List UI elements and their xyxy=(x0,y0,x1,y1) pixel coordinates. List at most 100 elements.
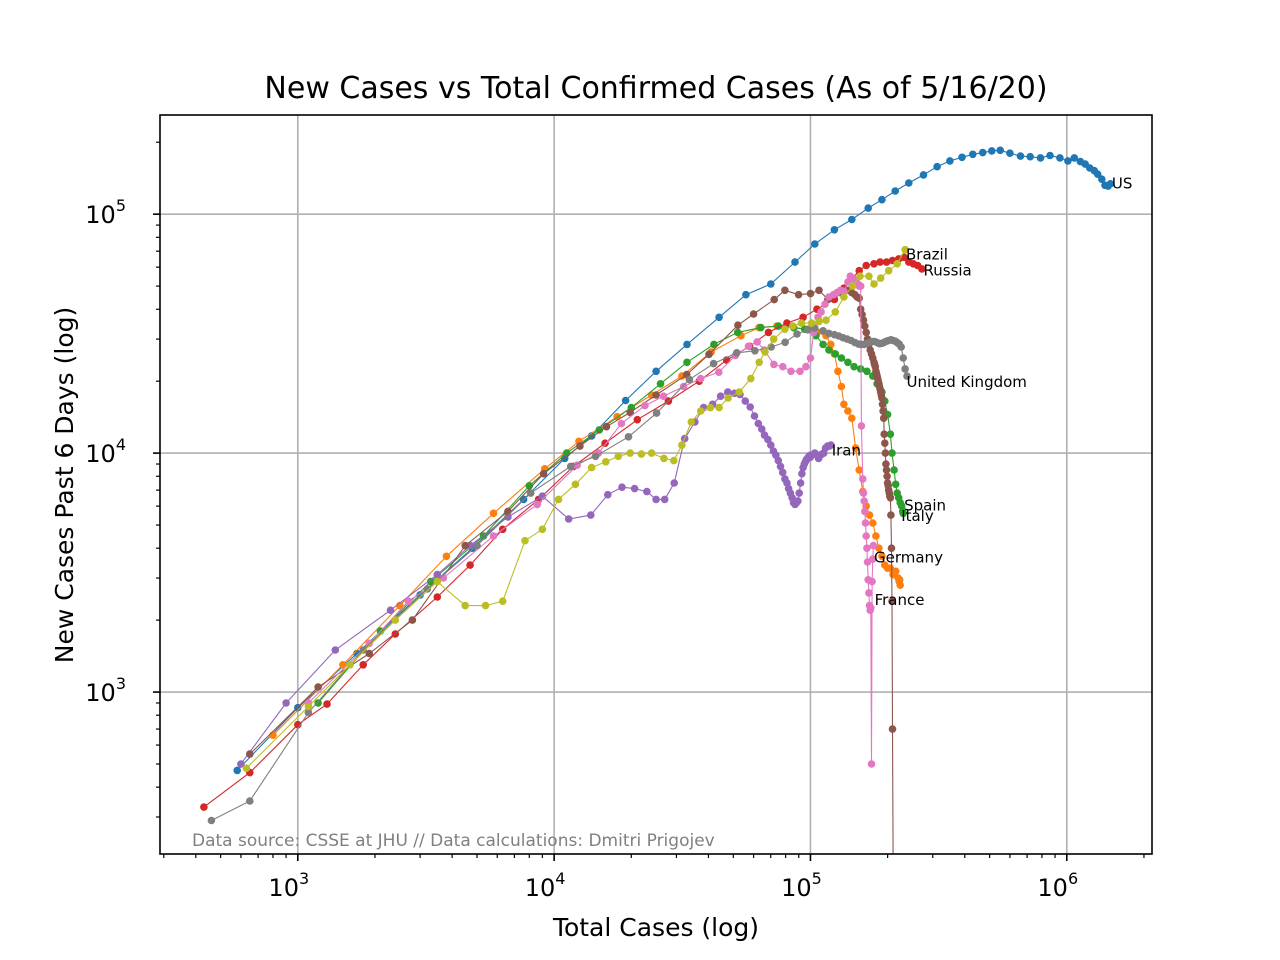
data-point-us xyxy=(958,153,966,162)
series-label: Italy xyxy=(901,507,934,525)
data-point-germany xyxy=(679,382,688,391)
data-point-russia xyxy=(876,258,884,266)
x-tick-label-base: 10 xyxy=(268,874,299,902)
data-point-france xyxy=(887,511,895,519)
data-point-brazil xyxy=(391,616,400,624)
data-point-spain xyxy=(831,350,840,358)
data-point-france xyxy=(734,321,742,330)
data-point-iran xyxy=(724,388,732,396)
data-point-italy xyxy=(896,581,904,589)
y-tick-label: 104 xyxy=(85,435,126,468)
data-point-russia xyxy=(882,258,891,266)
data-point-germany xyxy=(859,475,867,483)
data-point-united-kingdom xyxy=(793,330,801,338)
data-point-spain xyxy=(733,328,742,337)
data-point-france xyxy=(882,466,891,474)
data-point-france xyxy=(886,494,895,502)
data-point-france xyxy=(602,422,611,431)
data-point-germany xyxy=(796,367,804,376)
data-point-us xyxy=(1064,157,1072,165)
series-united-kingdom xyxy=(207,324,911,825)
data-point-russia xyxy=(359,661,368,669)
data-point-us xyxy=(652,367,660,376)
data-point-spain xyxy=(757,323,765,332)
x-tick-label-exponent: 5 xyxy=(812,869,822,888)
data-point-us xyxy=(621,396,630,405)
data-point-germany xyxy=(869,541,878,550)
data-point-united-kingdom xyxy=(751,347,759,355)
data-point-united-kingdom xyxy=(733,349,741,357)
data-point-france xyxy=(626,408,634,417)
data-point-italy xyxy=(442,552,451,561)
data-point-iran xyxy=(746,403,754,411)
data-point-germany xyxy=(489,532,498,540)
data-point-us xyxy=(978,148,987,157)
data-point-france xyxy=(652,391,660,399)
data-point-germany xyxy=(779,362,787,371)
data-point-united-kingdom xyxy=(804,326,812,334)
data-point-brazil xyxy=(755,358,763,367)
data-point-brazil xyxy=(521,536,529,545)
data-point-iran xyxy=(716,392,725,401)
data-point-brazil xyxy=(822,316,830,325)
data-point-france xyxy=(861,322,869,330)
data-point-iran xyxy=(798,469,806,478)
data-point-germany xyxy=(659,392,668,401)
data-point-united-kingdom xyxy=(903,372,911,380)
x-tick-label: 103 xyxy=(268,869,309,902)
data-point-germany xyxy=(641,401,649,410)
data-point-france xyxy=(855,294,863,303)
data-point-russia xyxy=(918,265,926,273)
data-point-spain xyxy=(595,426,604,434)
data-point-germany xyxy=(863,544,871,552)
data-point-us xyxy=(919,171,928,179)
data-point-germany xyxy=(869,555,877,563)
data-point-germany xyxy=(865,589,873,597)
data-point-brazil xyxy=(614,452,623,461)
x-tick-label: 106 xyxy=(1037,869,1078,902)
data-point-iran xyxy=(827,441,835,449)
data-point-us xyxy=(1056,154,1064,162)
data-point-germany xyxy=(817,308,825,316)
data-point-us xyxy=(988,147,996,155)
data-point-france xyxy=(882,460,890,468)
data-point-iran xyxy=(778,468,787,477)
y-tick-label-base: 10 xyxy=(85,440,116,468)
data-point-brazil xyxy=(602,458,610,466)
data-point-brazil xyxy=(706,403,715,412)
data-point-brazil xyxy=(848,282,857,290)
series-brazil xyxy=(242,245,909,772)
data-point-germany xyxy=(859,489,868,497)
x-tick-label: 105 xyxy=(781,869,822,902)
data-point-germany xyxy=(533,500,542,509)
series-us xyxy=(233,146,1115,775)
data-point-iran xyxy=(796,479,805,487)
data-point-spain xyxy=(710,340,718,349)
data-point-iran xyxy=(604,490,612,499)
data-point-brazil xyxy=(761,348,769,356)
series-iran xyxy=(237,388,835,768)
y-tick-label-exponent: 3 xyxy=(116,674,126,693)
data-point-united-kingdom xyxy=(304,708,313,717)
data-point-us xyxy=(905,179,913,187)
data-point-russia xyxy=(870,260,878,268)
series-layer xyxy=(200,146,1115,855)
data-point-united-kingdom xyxy=(423,585,432,593)
data-point-iran xyxy=(652,495,660,504)
data-point-germany xyxy=(715,368,723,377)
data-point-united-kingdom xyxy=(207,816,216,825)
data-point-brazil xyxy=(678,441,686,449)
plot-frame xyxy=(159,114,1153,855)
data-point-france xyxy=(408,616,417,624)
data-point-brazil xyxy=(807,319,816,327)
data-point-italy xyxy=(851,444,860,452)
series-label: Spain xyxy=(904,497,946,515)
data-point-italy xyxy=(834,367,842,376)
data-point-iran xyxy=(504,513,512,521)
data-point-brazil xyxy=(815,317,823,326)
data-point-germany xyxy=(753,338,761,346)
data-point-united-kingdom xyxy=(819,327,827,335)
data-point-france xyxy=(878,394,886,402)
